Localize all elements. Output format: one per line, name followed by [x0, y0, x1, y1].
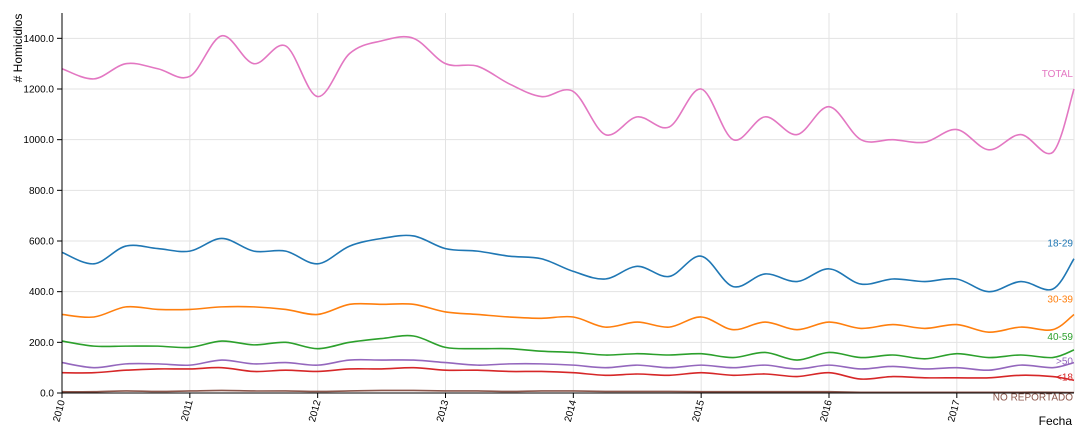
series-labels: TOTAL 18-29 30-39 40-59 >50 <18 NO REPORTADO: [993, 69, 1074, 403]
series-line-no-reportado: [61, 389, 1075, 394]
y-axis-title: # Homicidios: [11, 14, 25, 83]
series-label-no-reportado: NO REPORTADO: [993, 392, 1073, 403]
series-label-30-39: 30-39: [1047, 294, 1073, 305]
series-label-50: >50: [1056, 357, 1073, 368]
series-label-40-59: 40-59: [1047, 332, 1073, 343]
x-tick-label: 2010: [52, 399, 68, 424]
x-tick-label: 2015: [691, 399, 707, 424]
y-tick-label: 1000.0: [23, 135, 54, 146]
y-tick-label: 200.0: [29, 338, 54, 349]
y-tick-label: 800.0: [29, 186, 54, 197]
series-line-total: [61, 35, 1075, 155]
x-tick-label: 2016: [819, 399, 835, 424]
x-tick-label: 2012: [307, 399, 323, 424]
series-label-18: <18: [1056, 372, 1073, 383]
series-lines: [61, 35, 1075, 394]
x-tick-label: 2014: [563, 399, 579, 424]
series-line-18: [61, 366, 1075, 382]
x-tick-label: 2013: [435, 399, 451, 424]
series-line-18-29: [61, 234, 1075, 293]
y-tick-label: 400.0: [29, 287, 54, 298]
x-axis-title: Fecha: [1039, 414, 1073, 428]
x-axis-ticks: 2010 2011 2012 2013 2014 2015 2016 2017: [52, 393, 963, 423]
series-line-40-59: [61, 334, 1075, 361]
x-tick-label: 2017: [946, 399, 962, 424]
series-line-30-39: [61, 302, 1075, 334]
series-label-total: TOTAL: [1042, 69, 1074, 80]
series-line-50: [61, 358, 1075, 372]
y-tick-label: 600.0: [29, 237, 54, 248]
series-label-18-29: 18-29: [1047, 239, 1073, 250]
x-tick-label: 2011: [180, 399, 196, 423]
y-axis-ticks: 0.0 200.0 400.0 600.0 800.0 1000.0 1200.0 1400.…: [23, 34, 62, 400]
grid-lines: [61, 13, 1075, 393]
y-tick-label: 1400.0: [23, 34, 54, 45]
y-tick-label: 1200.0: [23, 85, 54, 96]
y-tick-label: 0.0: [40, 389, 54, 400]
